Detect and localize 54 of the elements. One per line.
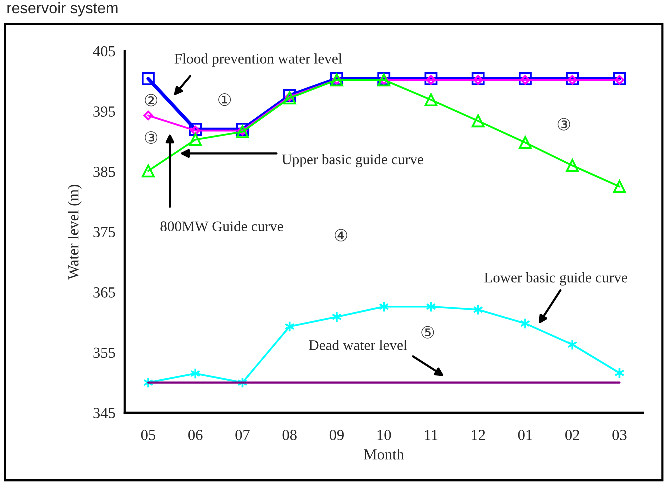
x-tick-label: 06 [188,430,203,440]
y-tick-label: 375 [94,227,116,238]
y-tick-label: 395 [94,106,116,117]
text: Dead water level [309,340,408,350]
annotation: ③ [145,132,158,144]
point [613,180,626,194]
x-tick-label: 10 [378,430,392,440]
annotation: ④ [334,229,348,242]
x-tick-label: 11 [425,430,438,440]
point [283,92,296,105]
x-axis-title: Month [364,449,404,460]
point [144,110,154,121]
series-label: Flood prevention water level [174,54,342,67]
point [236,126,250,138]
point [142,72,155,86]
x-tick-label: 08 [282,430,297,440]
point [519,72,532,86]
annotation: ② [145,94,158,107]
point [566,72,580,86]
point [189,123,202,136]
x-tick-label: 01 [518,430,532,440]
point [519,136,532,150]
x-tick-label: 12 [472,430,486,440]
point [614,75,625,85]
annotation: ③ [558,118,570,131]
point [472,72,485,86]
text: Upper basic guide curve [282,154,424,168]
point [424,94,438,106]
text: 800MW Guide curve [160,221,284,232]
series-label: Lower basic guide curve [484,272,628,286]
point [520,75,530,85]
point [472,114,485,128]
annotation: ⑤ [422,326,434,339]
y-tick-label: 355 [94,348,116,358]
y-tick-label: 405 [93,46,116,57]
point [283,89,296,102]
point [426,75,436,85]
point [566,159,580,172]
chart-title: reservoir system [8,2,118,17]
point [142,164,155,178]
x-tick-label: 03 [612,430,627,440]
point [424,72,438,86]
x-tick-label: 09 [330,430,344,440]
y-tick-label: 385 [94,166,116,178]
point [190,126,200,136]
y-tick-label: 345 [94,408,116,418]
point [189,133,202,146]
point [613,72,626,86]
y-tick-label: 365 [94,288,116,298]
y-axis-title: Water level (m) [68,185,82,280]
x-tick-label: 05 [141,430,156,440]
annotation: ① [218,94,232,106]
x-tick-label: 07 [236,430,250,440]
x-tick-label: 02 [566,430,580,440]
